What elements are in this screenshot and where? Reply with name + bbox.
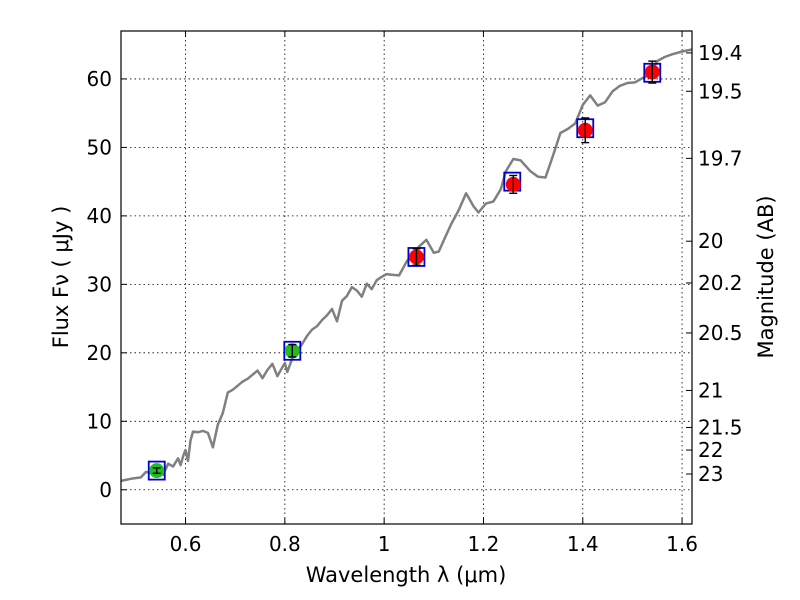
model-photometry-square: [147, 460, 166, 481]
right-tick-label: 21.5: [698, 415, 743, 439]
x-tick-label: 1.6: [666, 532, 698, 556]
right-axis-title: Magnitude (AB): [754, 195, 778, 358]
model-photometry-square: [283, 340, 302, 361]
x-axis-title: Wavelength λ (μm): [306, 563, 507, 587]
x-tick-label: 1.4: [567, 532, 599, 556]
y-axis-title: Flux Fν ( μJy ): [49, 206, 73, 349]
x-axis-ticks: 0.6 0.8 1 1.2 1.4 1.6: [170, 31, 698, 556]
model-spectrum-line: [120, 48, 693, 483]
right-tick-label: 20: [698, 229, 723, 253]
observed-points: [149, 60, 660, 479]
right-tick-label: 19.7: [698, 146, 743, 170]
x-tick-label: 0.6: [170, 532, 202, 556]
y-tick-label: 10: [87, 409, 112, 433]
y-tick-label: 40: [87, 204, 112, 228]
y-tick-label: 20: [87, 341, 112, 365]
right-tick-label: 20.5: [698, 321, 743, 345]
right-tick-label: 21: [698, 378, 723, 402]
right-tick-label: 22: [698, 438, 723, 462]
y-tick-label: 60: [87, 67, 112, 91]
model-spectrum: [120, 48, 693, 483]
y-tick-label: 50: [87, 135, 112, 159]
right-tick-label: 19.4: [698, 41, 743, 65]
x-tick-label: 1: [378, 532, 391, 556]
model-photometry-square: [407, 247, 426, 267]
grid-lines: [121, 31, 692, 524]
y-tick-label: 0: [99, 478, 112, 502]
x-tick-label: 1.2: [468, 532, 500, 556]
x-tick-label: 0.8: [269, 532, 301, 556]
right-tick-label: 20.2: [698, 271, 743, 295]
right-tick-label: 19.5: [698, 79, 743, 103]
y-axis-ticks: 0 10 20 30 40 50 60: [87, 67, 127, 502]
plot-frame: [120, 30, 693, 525]
right-tick-label: 23: [698, 462, 723, 486]
y-tick-label: 30: [87, 272, 112, 296]
